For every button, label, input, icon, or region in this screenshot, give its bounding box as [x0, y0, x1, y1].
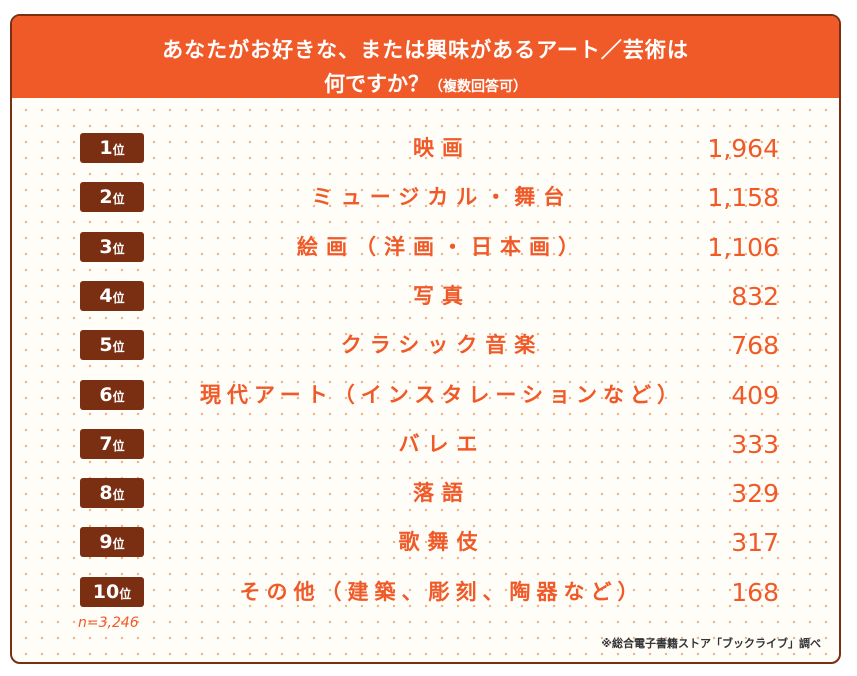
rank-suffix: 位: [112, 340, 125, 355]
row-label: 落語: [413, 481, 471, 506]
row-value: 1,964: [707, 134, 779, 163]
row-label: 写真: [413, 283, 471, 308]
ranking-table: 1位 映画 1,964 2位 ミュージカル・舞台 1,158 3位 絵画（洋画・日本画） 1,1…: [12, 16, 839, 662]
row-value: 329: [731, 479, 779, 509]
row-value: 333: [731, 429, 779, 459]
row-value: 317: [731, 528, 779, 558]
rank-suffix: 位: [112, 389, 125, 404]
chart-card: あなたがお好きな、または興味があるアート／芸術は 何ですか？（複数回答可） 1位…: [10, 14, 841, 664]
ranking-row: 8位 落語 329: [12, 473, 839, 513]
source-note: ※総合電子書籍ストア「ブックライブ」調べ: [601, 637, 821, 650]
rank-suffix: 位: [112, 537, 125, 552]
ranking-row: 10位 その他（建築、彫刻、陶器など） 168: [12, 572, 839, 612]
rank-badge: 1位: [80, 133, 144, 163]
chart-subtitle: （複数回答可）: [429, 79, 527, 95]
rank-number: 8: [99, 482, 113, 505]
rank-badge: 2位: [80, 182, 144, 213]
row-label: 現代アート（インスタレーションなど）: [200, 382, 684, 407]
ranking-row: 7位 バレエ 333: [12, 424, 839, 464]
row-value: 768: [731, 331, 779, 361]
sample-size-note: n=3,246: [78, 615, 139, 631]
rank-suffix: 位: [112, 488, 125, 503]
rank-badge: 5位: [80, 330, 144, 361]
rank-number: 10: [92, 580, 120, 603]
ranking-row: 3位 絵画（洋画・日本画） 1,106: [12, 227, 839, 267]
rank-suffix: 位: [112, 192, 125, 207]
chart-title-line2: 何ですか？（複数回答可）: [12, 68, 839, 98]
title-bar: あなたがお好きな、または興味があるアート／芸術は 何ですか？（複数回答可）: [12, 16, 839, 98]
rank-suffix: 位: [112, 143, 125, 157]
rank-badge: 4位: [80, 280, 144, 311]
ranking-row: 6位 現代アート（インスタレーションなど） 409: [12, 375, 839, 415]
rank-suffix: 位: [119, 586, 132, 601]
row-value: 1,158: [707, 183, 779, 213]
rank-badge: 7位: [80, 428, 144, 459]
rank-badge: 3位: [80, 231, 144, 262]
ranking-row: 1位 映画 1,964: [12, 128, 839, 168]
ranking-row: 9位 歌舞伎 317: [12, 522, 839, 562]
chart-title-line1: あなたがお好きな、または興味があるアート／芸術は: [162, 38, 689, 62]
rank-number: 5: [99, 334, 113, 357]
rank-number: 9: [99, 531, 113, 554]
rank-badge: 10位: [80, 576, 144, 607]
rank-number: 7: [99, 432, 113, 455]
rank-suffix: 位: [112, 241, 125, 256]
rank-number: 1: [99, 137, 113, 159]
row-label: 絵画（洋画・日本画）: [297, 234, 587, 259]
rank-number: 6: [99, 383, 113, 406]
row-label: バレエ: [398, 431, 486, 456]
row-label: その他（建築、彫刻、陶器など）: [239, 579, 645, 604]
rank-number: 2: [99, 186, 113, 209]
ranking-row: 2位 ミュージカル・舞台 1,158: [12, 177, 839, 217]
rank-badge: 6位: [80, 379, 144, 410]
rank-suffix: 位: [112, 290, 125, 305]
row-label: 歌舞伎: [398, 530, 486, 555]
rank-suffix: 位: [112, 438, 125, 453]
row-label: クラシック音楽: [340, 333, 544, 358]
row-value: 1,106: [707, 232, 779, 262]
rank-badge: 9位: [80, 527, 144, 558]
row-value: 168: [731, 577, 779, 607]
row-value: 832: [731, 281, 779, 311]
row-value: 409: [731, 380, 779, 410]
chart-title-main: 何ですか？: [324, 72, 429, 96]
row-label: 映画: [413, 136, 471, 160]
ranking-row: 4位 写真 832: [12, 276, 839, 316]
row-label: ミュージカル・舞台: [311, 185, 573, 210]
rank-badge: 8位: [80, 478, 144, 509]
rank-number: 3: [99, 235, 113, 258]
ranking-row: 5位 クラシック音楽 768: [12, 325, 839, 365]
rank-number: 4: [99, 284, 113, 307]
